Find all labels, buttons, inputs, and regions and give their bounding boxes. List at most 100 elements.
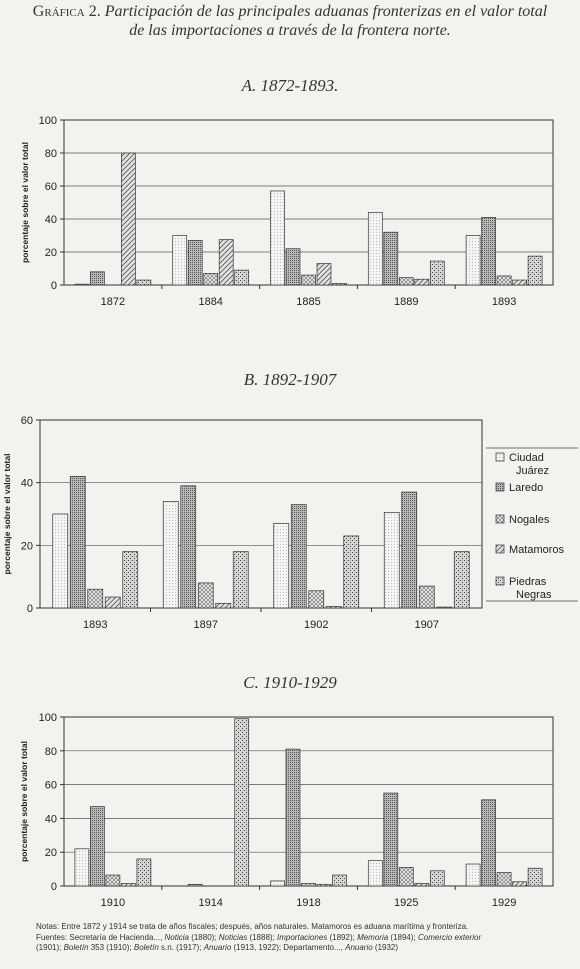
sources-text: (1932)	[372, 943, 399, 953]
y-tick-label: 0	[51, 881, 57, 893]
x-tick-label-1885: 1885	[296, 296, 320, 308]
legend-label-piedras-negras: Piedras Negras	[509, 576, 552, 601]
legend-swatch-nogales	[495, 514, 505, 524]
x-tick-label-1929: 1929	[492, 897, 516, 909]
y-tick-label: 0	[51, 280, 57, 292]
bar-ciudad-juarez-1925	[367, 860, 383, 887]
bar-piedras-negras-1925	[429, 870, 445, 887]
x-tick-label-1918: 1918	[296, 897, 320, 909]
bar-piedras-negras-1914	[234, 718, 250, 887]
sources-text: (1888);	[247, 932, 278, 942]
bar-laredo-1918	[285, 748, 301, 887]
bar-nogales-1897	[197, 582, 214, 609]
sources-text: (1913, 1922); Departamento...,	[231, 943, 346, 953]
sources-text: Fuentes: Secretaría de Hacienda...,	[36, 932, 165, 942]
bar-matamoros-1893	[512, 279, 527, 286]
panel-b-title: B. 1892-1907	[243, 370, 337, 389]
bar-ciudad-juarez-1893	[465, 235, 481, 286]
figure-title-lead: Gráfica 2.	[32, 3, 101, 20]
source-title: Importaciones	[277, 932, 328, 942]
bar-piedras-negras-1893	[122, 551, 139, 609]
x-tick-label-1893: 1893	[492, 296, 516, 308]
source-title: Boletín	[133, 943, 159, 953]
bar-ciudad-juarez-1902	[273, 523, 290, 609]
y-tick-label: 60	[45, 780, 57, 792]
bar-laredo-1929	[481, 799, 496, 887]
bar-matamoros-1872	[121, 152, 136, 286]
bar-nogales-1907	[418, 585, 435, 609]
x-tick-label-1872: 1872	[101, 296, 125, 308]
bar-laredo-1907	[401, 491, 418, 609]
bar-piedras-negras-1872	[136, 279, 152, 286]
legend-swatch-laredo	[495, 482, 505, 492]
y-tick-label: 100	[39, 115, 57, 127]
bar-nogales-1902	[308, 590, 325, 609]
sources-text: (1901);	[36, 943, 64, 953]
bar-piedras-negras-1893	[527, 255, 543, 286]
x-tick-label-1897: 1897	[194, 619, 218, 631]
bar-nogales-1910	[105, 874, 121, 887]
bar-laredo-1872	[90, 271, 105, 286]
legend-swatch-matamoros	[495, 544, 505, 554]
source-title: Noticia	[164, 932, 189, 942]
bar-piedras-negras-1907	[453, 551, 470, 609]
bar-piedras-negras-1885	[332, 283, 347, 286]
y-axis-label: porcentaje sobre el valor total	[19, 741, 29, 862]
y-tick-label: 80	[45, 148, 57, 160]
bar-ciudad-juarez-1910	[74, 848, 90, 887]
bar-laredo-1893	[69, 476, 86, 609]
y-axis-label: porcentaje sobre el valor total	[2, 454, 12, 575]
x-tick-label-1925: 1925	[394, 897, 418, 909]
x-tick-label-1889: 1889	[394, 296, 418, 308]
bar-piedras-negras-1897	[232, 551, 249, 609]
bar-piedras-negras-1918	[332, 874, 347, 887]
chart-c: 0 20 40 60 80 100 porcentaje sobre el valor to…	[19, 712, 554, 909]
bar-matamoros-1910	[121, 883, 136, 887]
bar-piedras-negras-1884	[234, 269, 250, 286]
y-tick-label: 100	[39, 712, 57, 724]
source-title: Comercio exterior	[417, 932, 482, 942]
bar-nogales-1925	[398, 867, 414, 887]
bar-laredo-1889	[383, 231, 399, 286]
y-tick-label: 40	[45, 813, 57, 825]
bar-laredo-1885	[285, 248, 301, 286]
bar-matamoros-1902	[325, 606, 342, 609]
bar-matamoros-1885	[316, 263, 332, 286]
bar-laredo-1902	[290, 504, 307, 609]
bar-nogales-1929	[496, 872, 512, 887]
sources-line: (1901); Boletín 353 (1910); Boletín s.n.…	[36, 943, 576, 954]
source-title: Memoria	[357, 932, 389, 942]
bar-matamoros-1925	[414, 883, 430, 887]
bar-piedras-negras-1910	[136, 858, 152, 887]
bar-nogales-1884	[203, 273, 219, 286]
y-tick-label: 60	[45, 181, 57, 193]
bar-ciudad-juarez-1929	[465, 863, 481, 887]
x-tick-label-1910: 1910	[101, 897, 125, 909]
bar-ciudad-juarez-1872	[74, 283, 90, 286]
bar-nogales-1893	[496, 275, 512, 286]
legend-label-laredo: Laredo	[509, 482, 543, 494]
x-tick-label-1902: 1902	[304, 619, 328, 631]
bar-nogales-1885	[301, 274, 316, 286]
legend-label-nogales: Nogales	[509, 514, 550, 526]
y-tick-label: 20	[45, 247, 57, 259]
bar-matamoros-1893	[104, 596, 121, 609]
bar-ciudad-juarez-1893	[52, 513, 69, 609]
bar-matamoros-1897	[215, 602, 232, 609]
bar-matamoros-1884	[218, 239, 234, 286]
sources-line: Fuentes: Secretaría de Hacienda..., Noti…	[36, 933, 576, 944]
panel-c-title: C. 1910-1929	[243, 673, 337, 692]
source-title: Noticias	[218, 932, 248, 942]
bar-ciudad-juarez-1918	[270, 880, 285, 887]
figure-title-line1: Participación de las principales aduanas…	[104, 3, 548, 20]
legend-swatch-ciudad-juarez	[495, 452, 505, 462]
x-tick-label-1893: 1893	[83, 619, 107, 631]
source-title: Boletín	[63, 943, 89, 953]
source-title: Anuario	[203, 943, 232, 953]
bar-matamoros-1889	[414, 278, 430, 286]
y-axis-label: porcentaje sobre el valor total	[20, 142, 30, 263]
y-tick-label: 60	[21, 415, 33, 427]
bar-matamoros-1918	[316, 883, 332, 887]
bar-laredo-1910	[90, 806, 105, 887]
chart-a: 0 20 40 60 80 100 porcentaje sobre el valor to…	[20, 115, 554, 308]
